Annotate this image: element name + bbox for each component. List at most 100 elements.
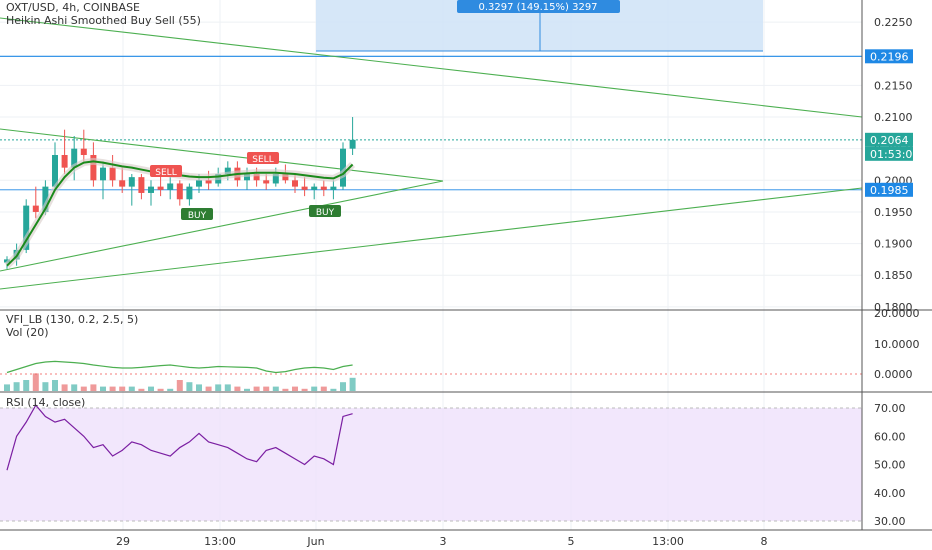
candle-body [176,183,183,200]
time-label: 3 [440,535,447,548]
candle-body [330,186,337,190]
volume-bar [176,380,183,391]
badge-last-price-bg [865,132,913,147]
volume-bar [301,388,308,391]
volume-bar [128,386,135,391]
time-label: 8 [761,535,768,548]
symbol-title[interactable]: OXT/USD, 4h, COINBASE [6,1,140,14]
volume-bar [224,384,231,391]
buy-signal-1-bg [181,208,213,220]
volume-bar [215,384,222,391]
volume-bar [186,382,193,391]
badge-last-price: 0.2064 [870,134,909,147]
measure-label: 0.3297 (149.15%) 3297 [478,2,597,13]
volume-bar [4,384,10,391]
vol-title[interactable]: Vol (20) [6,326,49,339]
volume-bar [205,386,212,391]
volume-bar [272,386,279,391]
candle-body [80,148,87,155]
measure-label-bg [457,0,620,13]
time-label: 5 [568,535,575,548]
time-label: 13:00 [204,535,236,548]
volume-bar [100,386,106,391]
badge-countdown-bg [865,146,913,161]
candle-body [157,186,164,190]
volume-bar [244,388,250,391]
sell-signal-1: SELL [155,168,176,178]
volume-bar [138,388,145,391]
buy-signal-2: BUY [316,208,335,218]
rsi-tick: 50.00 [874,459,906,472]
volume-bar [253,386,260,391]
volume-bar [330,388,337,391]
volume-bar [234,386,241,391]
sell-signal-1-bg [150,165,182,177]
rsi-tick: 70.00 [874,402,906,415]
candle-body [23,205,30,250]
volume-bar [80,386,87,391]
badge-1985-bg [865,182,913,197]
candle-body [263,180,270,184]
sell-signal-2-bg [247,152,279,164]
price-tick: 0.1800 [874,301,913,314]
volume-bar [13,382,20,391]
volume-bar [32,373,39,391]
rsi-pane [0,404,862,522]
volume-bar [263,386,270,391]
candle-body [52,155,58,187]
rsi-title[interactable]: RSI (14, close) [6,396,86,409]
candle-body [301,186,308,190]
trendline-long-up [0,187,863,290]
candle-body [224,167,231,174]
time-label: Jun [306,535,324,548]
price-tick: 0.1950 [874,206,913,219]
candle-body [244,173,250,181]
candle-body [311,186,318,190]
sell-signal-2: SELL [252,155,273,165]
candle-body [167,183,174,190]
candle-body [109,167,116,181]
rsi-line [6,404,353,471]
candle-body [196,180,202,187]
candle-body [349,139,356,149]
rsi-tick: 40.00 [874,487,906,500]
indicator-title[interactable]: Heikin Ashi Smoothed Buy Sell (55) [6,14,201,27]
candle-body [90,155,97,181]
vfi-title[interactable]: VFI_LB (130, 0.2, 2.5, 5) [6,313,139,326]
vfi-tick: 10.0000 [874,338,920,351]
measure-box[interactable]: 0.3297 (149.15%) 3297 [316,0,763,52]
volume-bar [320,386,327,391]
volume-bar [167,388,174,391]
time-label: 29 [116,535,130,548]
candle-body [205,180,212,184]
buy-signal-2-bg [309,205,341,217]
volume-pane [0,360,862,391]
volume-bar [148,386,154,391]
volume-bar [196,384,202,391]
volume-bar [42,382,49,391]
badge-1985: 0.1985 [870,184,909,197]
volume-bar [282,388,289,391]
candle-body [138,177,145,193]
volume-bar [90,384,97,391]
candle-body [253,173,260,181]
volume-bar [311,386,318,391]
vfi-line [6,360,353,374]
trend-lines[interactable] [0,17,863,290]
candle-body [42,186,49,212]
volume-bar [52,380,58,391]
candle-body [71,148,78,168]
trendline-triangle-bottom [0,180,444,272]
volume-bar [109,386,116,391]
badge-2196-bg [865,49,913,64]
trendline-long-down [0,17,863,118]
price-tick: 0.2100 [874,111,913,124]
volume-bar [349,377,356,391]
price-tick: 0.2150 [874,79,913,92]
candle-body [100,167,106,181]
candle-body [32,205,39,212]
volume-bar [292,386,298,391]
